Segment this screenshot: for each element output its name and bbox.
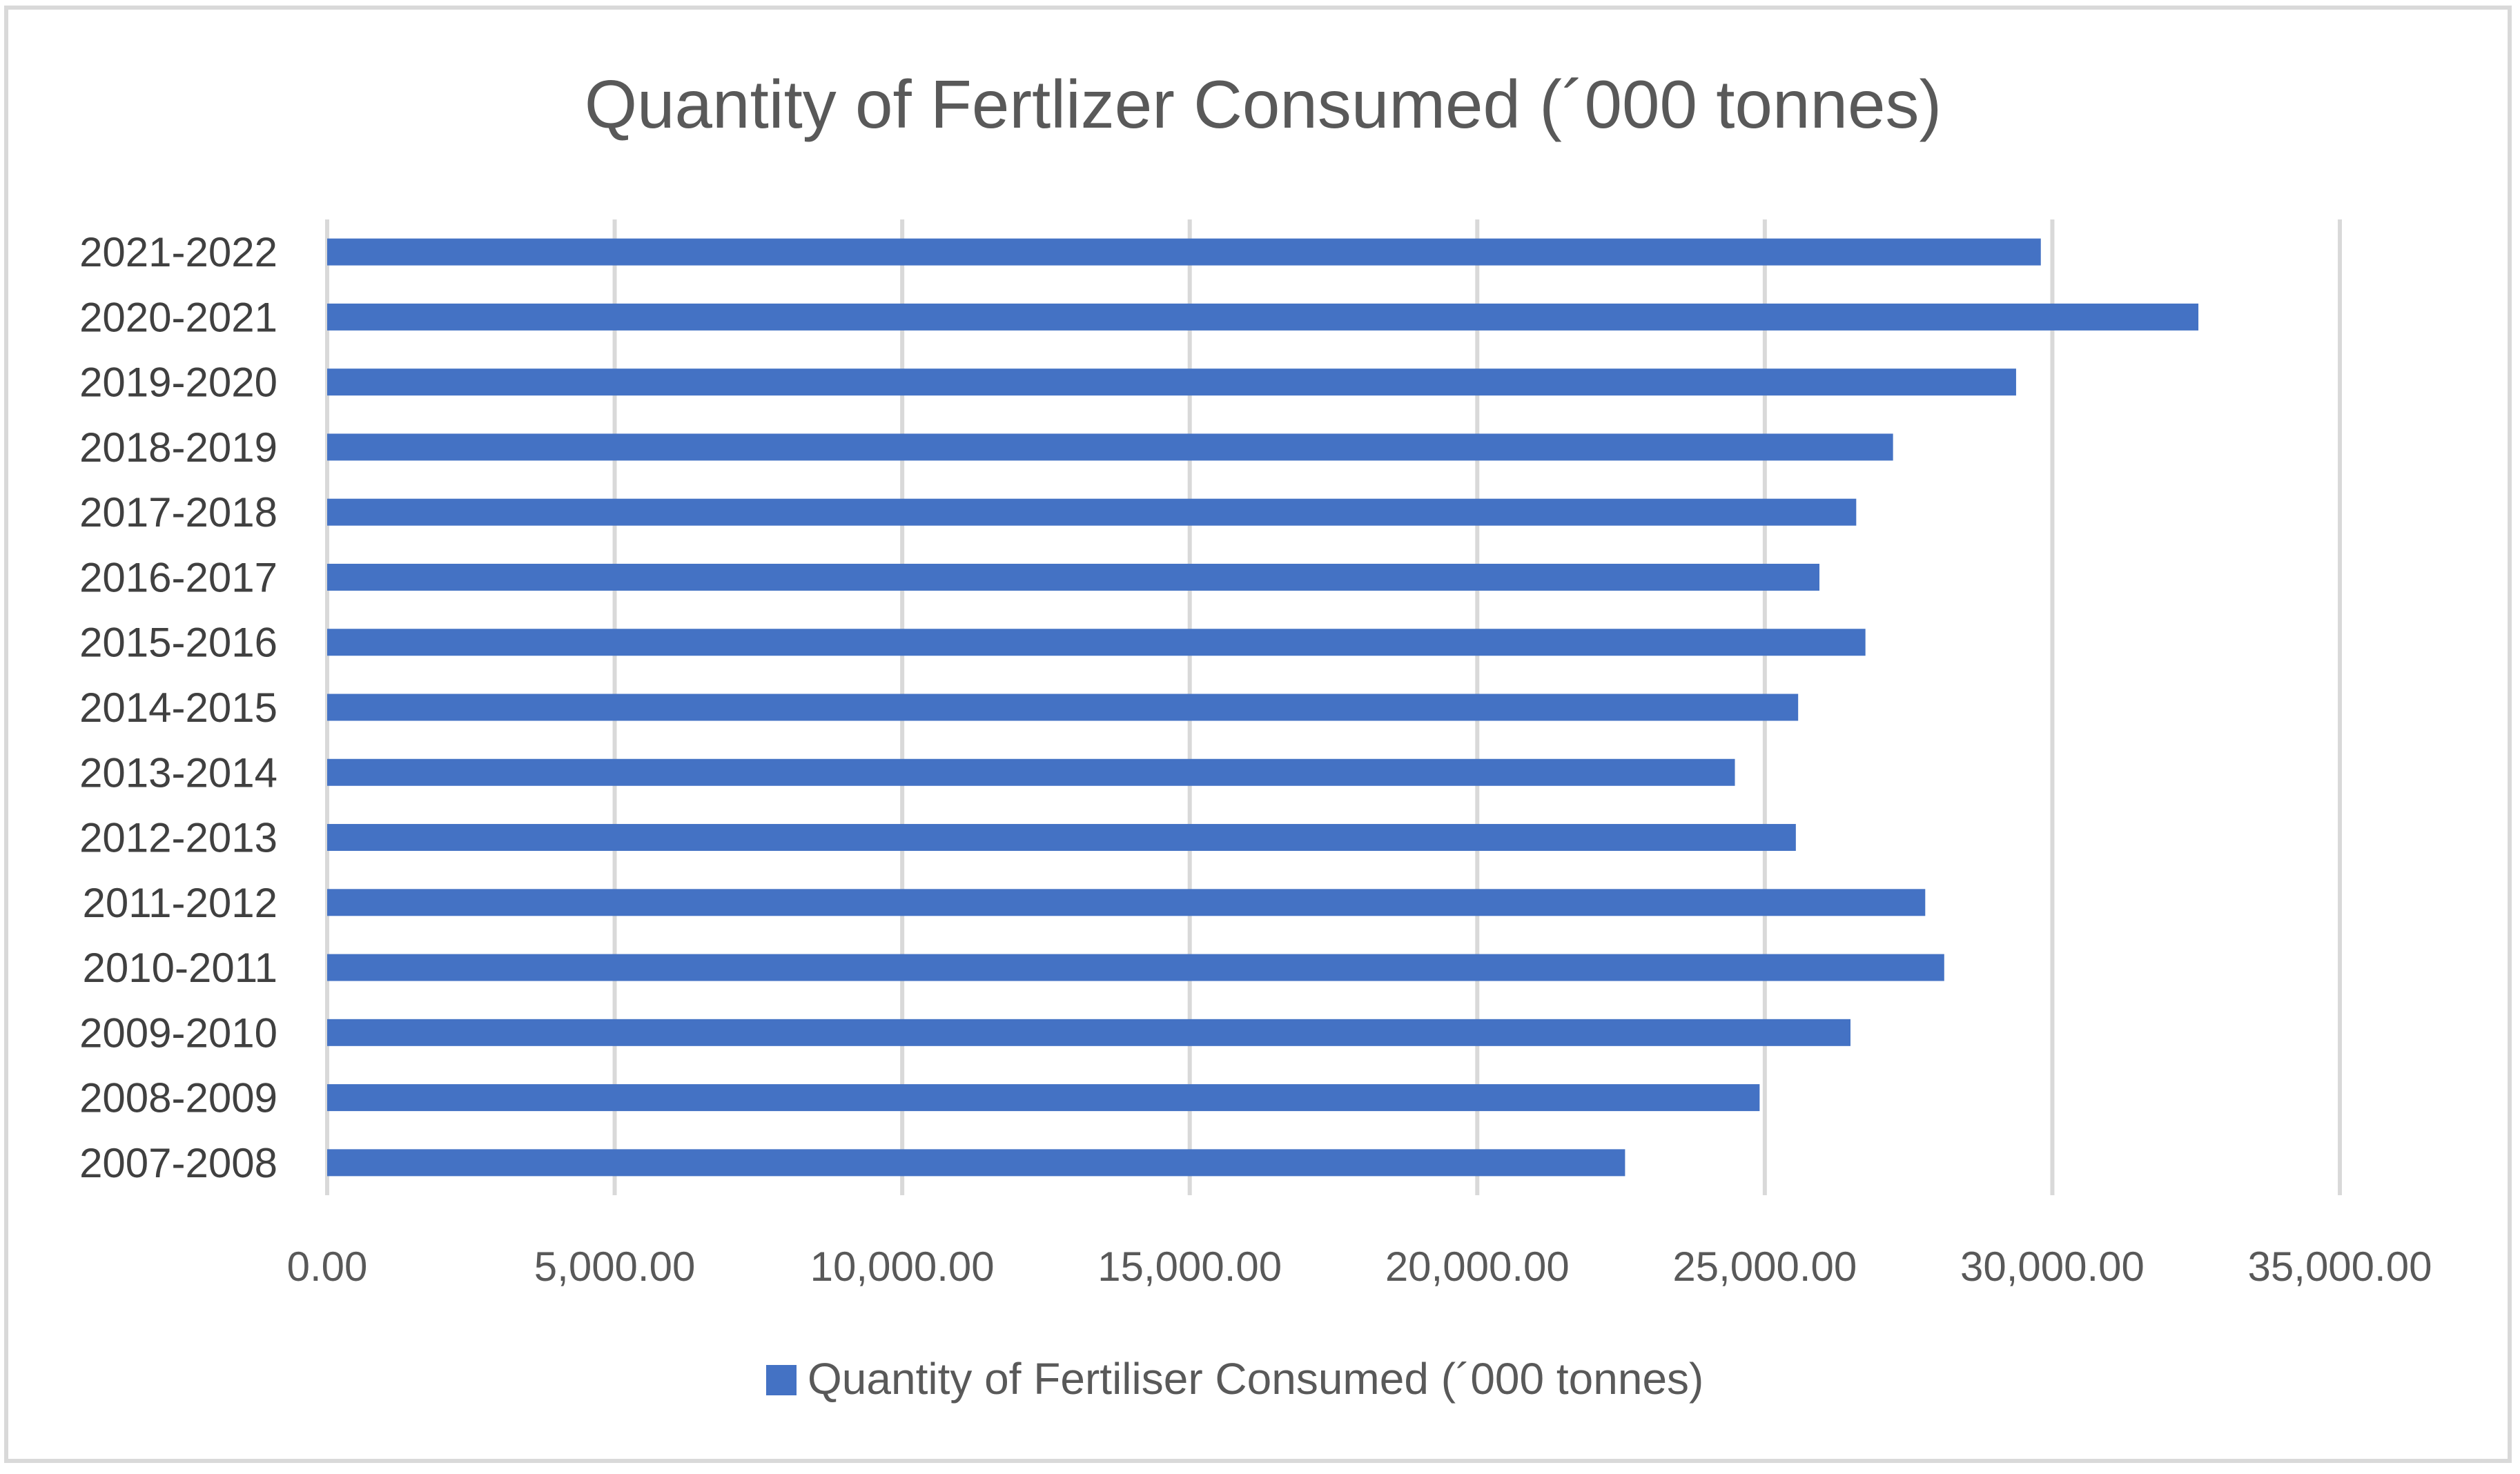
- category-label: 2009-2010: [79, 1010, 277, 1056]
- category-labels: 2007-2008 2008-2009 2009-2010 2010-2011 2011…: [79, 229, 277, 1186]
- category-label: 2020-2021: [79, 294, 277, 340]
- x-tick-label: 5,000.00: [534, 1244, 696, 1290]
- bar-2007-2008: [327, 1149, 1625, 1177]
- category-label: 2014-2015: [79, 685, 277, 731]
- x-tick-label: 10,000.00: [810, 1244, 995, 1290]
- category-label: 2013-2014: [79, 749, 277, 796]
- x-tick-label: 30,000.00: [1960, 1244, 2145, 1290]
- x-tick-label: 25,000.00: [1672, 1244, 1857, 1290]
- category-label: 2012-2013: [79, 815, 277, 861]
- category-label: 2007-2008: [79, 1140, 277, 1186]
- bar-2020-2021: [327, 303, 2199, 331]
- legend-swatch: [766, 1365, 797, 1395]
- legend-label: Quantity of Fertiliser Consumed (´000 to…: [808, 1354, 1703, 1404]
- bar-2018-2019: [327, 433, 1893, 461]
- category-label: 2010-2011: [83, 945, 277, 991]
- x-tick-label: 35,000.00: [2248, 1244, 2432, 1290]
- category-label: 2021-2022: [79, 229, 277, 275]
- category-label: 2011-2012: [83, 880, 277, 926]
- bars: [327, 238, 2199, 1177]
- bar-2014-2015: [327, 694, 1799, 721]
- bar-2019-2020: [327, 368, 2016, 396]
- bar-2011-2012: [327, 889, 1926, 916]
- x-tick-labels: 0.00 5,000.00 10,000.00 15,000.00 20,000.00 2…: [287, 1244, 2432, 1290]
- category-label: 2019-2020: [79, 360, 277, 406]
- category-label: 2017-2018: [79, 489, 277, 535]
- bar-2012-2013: [327, 824, 1796, 852]
- bar-2017-2018: [327, 498, 1857, 526]
- x-tick-label: 15,000.00: [1097, 1244, 1282, 1290]
- category-label: 2018-2019: [79, 424, 277, 471]
- bar-2015-2016: [327, 629, 1866, 656]
- chart-title: Quantity of Fertlizer Consumed (´000 ton…: [585, 66, 1942, 142]
- bar-2008-2009: [327, 1084, 1760, 1112]
- category-label: 2016-2017: [79, 554, 277, 600]
- bar-2013-2014: [327, 758, 1735, 786]
- bar-2021-2022: [327, 238, 2041, 266]
- bar-2010-2011: [327, 954, 1944, 981]
- bar-2009-2010: [327, 1019, 1850, 1046]
- category-label: 2008-2009: [79, 1075, 277, 1121]
- legend: Quantity of Fertiliser Consumed (´000 to…: [766, 1354, 1703, 1404]
- x-tick-label: 20,000.00: [1385, 1244, 1570, 1290]
- category-label: 2015-2016: [79, 620, 277, 666]
- bar-2016-2017: [327, 563, 1820, 591]
- x-tick-label: 0.00: [287, 1244, 368, 1290]
